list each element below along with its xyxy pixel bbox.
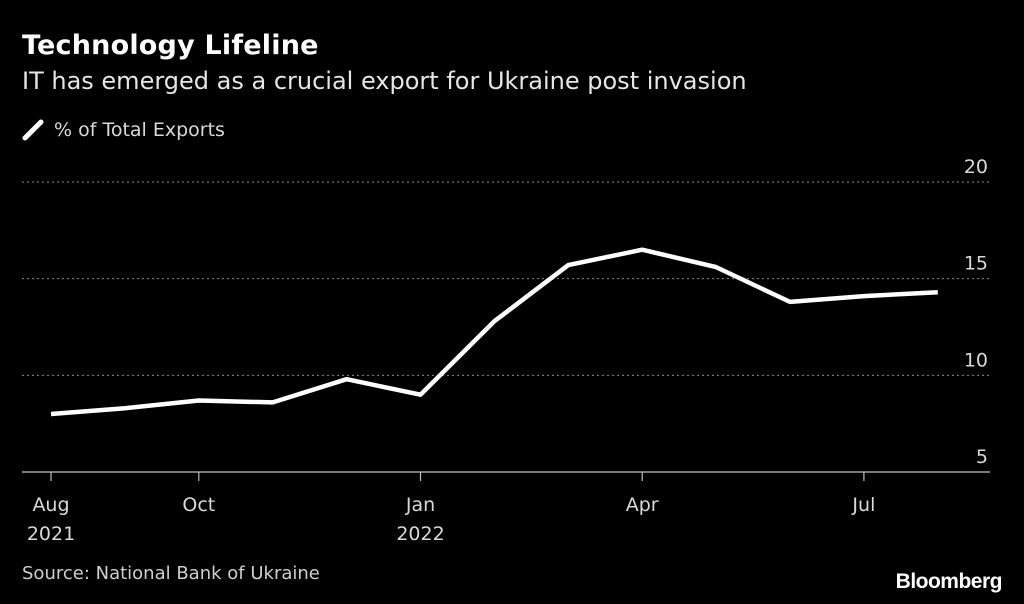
x-tick-label: Aug [32, 494, 69, 516]
source-note: Source: National Bank of Ukraine [22, 563, 320, 584]
x-tick-label: Jan [405, 494, 435, 516]
x-tick-year-label: 2022 [396, 523, 444, 545]
x-tick-label: Jul [851, 494, 875, 516]
chart-subtitle: IT has emerged as a crucial export for U… [22, 67, 747, 95]
bloomberg-logo: Bloomberg [895, 570, 1003, 593]
chart-title: Technology Lifeline [22, 30, 319, 61]
y-tick-label: 5 [976, 446, 988, 468]
y-tick-label: 10 [964, 349, 988, 371]
legend-label: % of Total Exports [54, 119, 225, 141]
x-tick-label: Apr [626, 494, 659, 516]
series-line [50, 247, 938, 417]
x-tick-year-label: 2021 [27, 523, 75, 545]
x-tick-label: Oct [182, 494, 215, 516]
legend: % of Total Exports [22, 119, 225, 141]
legend-line-icon [22, 119, 44, 141]
y-tick-label: 20 [964, 156, 988, 178]
y-tick-label: 15 [964, 253, 988, 275]
